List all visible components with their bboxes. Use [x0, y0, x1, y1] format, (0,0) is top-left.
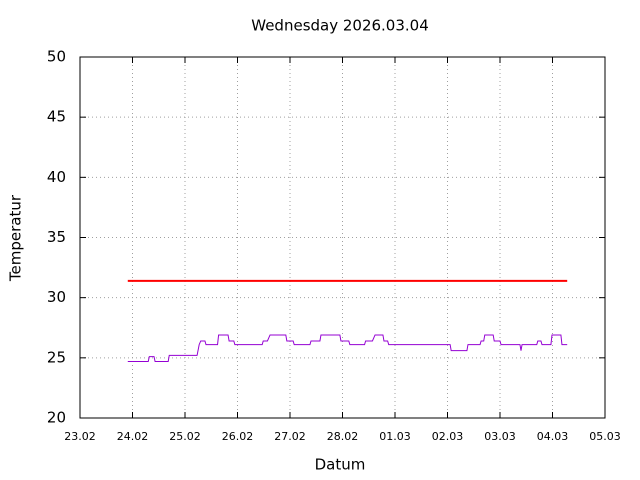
y-tick-label: 50 — [47, 48, 66, 66]
y-tick-label: 45 — [47, 108, 66, 126]
plot-frame — [79, 56, 606, 419]
x-tick-label: 28.02 — [327, 430, 359, 443]
y-tick-label: 35 — [47, 228, 66, 246]
y-tick-label: 40 — [47, 168, 66, 186]
x-tick-label: 01.03 — [379, 430, 411, 443]
data-line — [127, 334, 568, 362]
x-tick-label: 24.02 — [117, 430, 149, 443]
x-tick-label: 04.03 — [537, 430, 569, 443]
x-tick-label: 05.03 — [589, 430, 621, 443]
x-axis-label: Datum — [315, 456, 366, 474]
x-tick-label: 25.02 — [169, 430, 201, 443]
x-tick-label: 02.03 — [432, 430, 464, 443]
x-tick-label: 26.02 — [222, 430, 254, 443]
y-tick-label: 25 — [47, 348, 66, 366]
y-tick-label: 30 — [47, 288, 66, 306]
chart-title: Wednesday 2026.03.04 — [251, 17, 429, 35]
x-tick-label: 27.02 — [274, 430, 306, 443]
x-tick-label: 03.03 — [484, 430, 516, 443]
y-tick-label: 20 — [47, 409, 66, 427]
x-tick-label: 23.02 — [64, 430, 96, 443]
y-axis-label: Temperatur — [7, 194, 25, 282]
